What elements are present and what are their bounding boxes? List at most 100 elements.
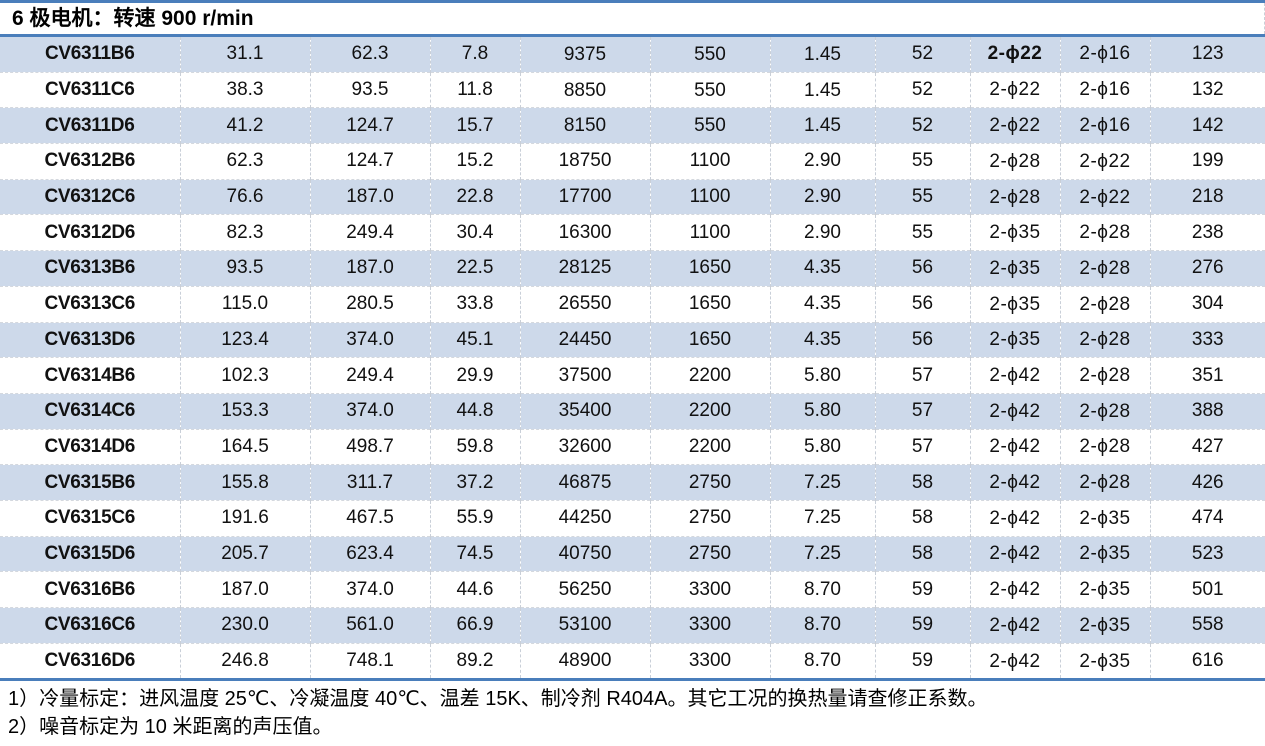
value-cell: 56	[874, 286, 970, 322]
value-cell: 2-ϕ16	[1059, 107, 1150, 144]
value-cell: 24450	[519, 322, 650, 358]
value-cell: 2-ϕ35	[1059, 536, 1150, 572]
table-row: CV6314C6 153.3 374.0 44.8 35400 2200 5.80 57 2-ϕ…	[0, 393, 1265, 430]
value-cell: 2-ϕ28	[1059, 464, 1150, 501]
value-cell: 44250	[519, 500, 650, 537]
value-cell: 558	[1149, 607, 1265, 644]
value-cell: 17700	[519, 179, 650, 215]
value-cell: 2-ϕ22	[969, 72, 1060, 108]
value-cell: 123.4	[179, 322, 310, 358]
value-cell: 2-ϕ35	[969, 286, 1060, 322]
value-cell: 187.0	[179, 571, 310, 608]
value-cell: 498.7	[309, 429, 430, 465]
value-cell: 38.3	[179, 72, 310, 108]
value-cell: 1650	[649, 322, 770, 358]
value-cell: 187.0	[309, 179, 430, 215]
value-cell: 76.6	[179, 179, 310, 215]
value-cell: 59	[874, 643, 970, 679]
model-cell: CV6313D6	[44, 328, 136, 350]
value-cell: 2-ϕ35	[1059, 500, 1150, 537]
value-cell: 2200	[649, 357, 770, 394]
value-cell: 2-ϕ28	[1059, 286, 1150, 322]
value-cell: 3300	[649, 607, 770, 644]
model-cell: CV6314C6	[44, 400, 136, 422]
value-cell: 123	[1149, 37, 1265, 73]
value-cell: 276	[1149, 250, 1265, 287]
value-cell: 59.8	[429, 429, 520, 465]
value-cell: 550	[649, 37, 770, 73]
value-cell: 22.8	[429, 179, 520, 215]
value-cell: 550	[649, 107, 770, 144]
value-cell: 523	[1149, 536, 1265, 572]
table-row: CV6312B6 62.3 124.7 15.2 18750 1100 2.90 55 2-ϕ2…	[0, 143, 1265, 180]
table-row: CV6314D6 164.5 498.7 59.8 32600 2200 5.80 57 2-ϕ…	[0, 429, 1265, 465]
value-cell: 3300	[649, 571, 770, 608]
value-cell: 2750	[649, 464, 770, 501]
value-cell: 155.8	[179, 464, 310, 501]
value-cell: 33.8	[429, 286, 520, 322]
value-cell: 57	[874, 357, 970, 394]
value-cell: 1100	[649, 214, 770, 251]
value-cell: 426	[1149, 464, 1265, 501]
value-cell: 2-ϕ22	[969, 107, 1060, 144]
value-cell: 238	[1149, 214, 1265, 251]
value-cell: 5.80	[769, 393, 875, 430]
value-cell: 2750	[649, 536, 770, 572]
value-cell: 15.7	[429, 107, 520, 144]
value-cell: 18750	[519, 143, 650, 180]
value-cell: 55	[874, 179, 970, 215]
model-cell: CV6314B6	[44, 364, 136, 386]
value-cell: 46875	[519, 464, 650, 501]
value-cell: 35400	[519, 393, 650, 430]
value-cell: 623.4	[309, 536, 430, 572]
value-cell: 11.8	[429, 72, 520, 108]
value-cell: 2-ϕ35	[969, 214, 1060, 251]
value-cell: 561.0	[309, 607, 430, 644]
value-cell: 2750	[649, 500, 770, 537]
model-cell: CV6313C6	[44, 293, 136, 315]
model-cell: CV6312B6	[44, 150, 136, 172]
value-cell: 164.5	[179, 429, 310, 465]
model-cell: CV6312D6	[44, 221, 136, 243]
value-cell: 246.8	[179, 643, 310, 679]
value-cell: 1650	[649, 250, 770, 287]
value-cell: 2.90	[769, 179, 875, 215]
value-cell: 55.9	[429, 500, 520, 537]
value-cell: 62.3	[179, 143, 310, 180]
value-cell: 5.80	[769, 357, 875, 394]
value-cell: 142	[1149, 107, 1265, 144]
table-row: CV6316B6 187.0 374.0 44.6 56250 3300 8.70 59 2-ϕ…	[0, 571, 1265, 608]
title-divider-line	[0, 34, 1265, 37]
value-cell: 2-ϕ22	[1059, 143, 1150, 180]
model-cell: CV6315C6	[44, 507, 136, 529]
value-cell: 102.3	[179, 357, 310, 394]
value-cell: 1100	[649, 143, 770, 180]
value-cell: 2-ϕ35	[1059, 571, 1150, 608]
footnotes: 1）冷量标定：进风温度 25℃、冷凝温度 40℃、温差 15K、制冷剂 R404…	[0, 681, 1265, 741]
bottom-accent-line	[0, 678, 1265, 682]
value-cell: 7.25	[769, 536, 875, 572]
value-cell: 8.70	[769, 643, 875, 679]
value-cell: 249.4	[309, 214, 430, 251]
value-cell: 2-ϕ16	[1059, 37, 1150, 73]
value-cell: 9375	[519, 37, 650, 73]
value-cell: 3300	[649, 643, 770, 679]
value-cell: 2-ϕ42	[969, 500, 1060, 537]
value-cell: 48900	[519, 643, 650, 679]
value-cell: 2-ϕ42	[969, 357, 1060, 394]
value-cell: 37500	[519, 357, 650, 394]
value-cell: 124.7	[309, 107, 430, 144]
spec-table-body: CV6311B6 31.1 62.3 7.8 9375 550 1.45 52 2-ϕ22 2-ϕ…	[0, 37, 1265, 679]
model-cell: CV6316B6	[44, 578, 136, 600]
value-cell: 2-ϕ16	[1059, 72, 1150, 108]
value-cell: 2-ϕ28	[1059, 250, 1150, 287]
value-cell: 52	[874, 37, 970, 73]
model-cell: CV6311D6	[44, 114, 135, 136]
value-cell: 56250	[519, 571, 650, 608]
value-cell: 55	[874, 214, 970, 251]
value-cell: 374.0	[309, 393, 430, 430]
value-cell: 1.45	[769, 107, 875, 144]
table-row: CV6311B6 31.1 62.3 7.8 9375 550 1.45 52 2-ϕ22 2-ϕ…	[0, 37, 1265, 73]
value-cell: 59	[874, 607, 970, 644]
value-cell: 4.35	[769, 322, 875, 358]
